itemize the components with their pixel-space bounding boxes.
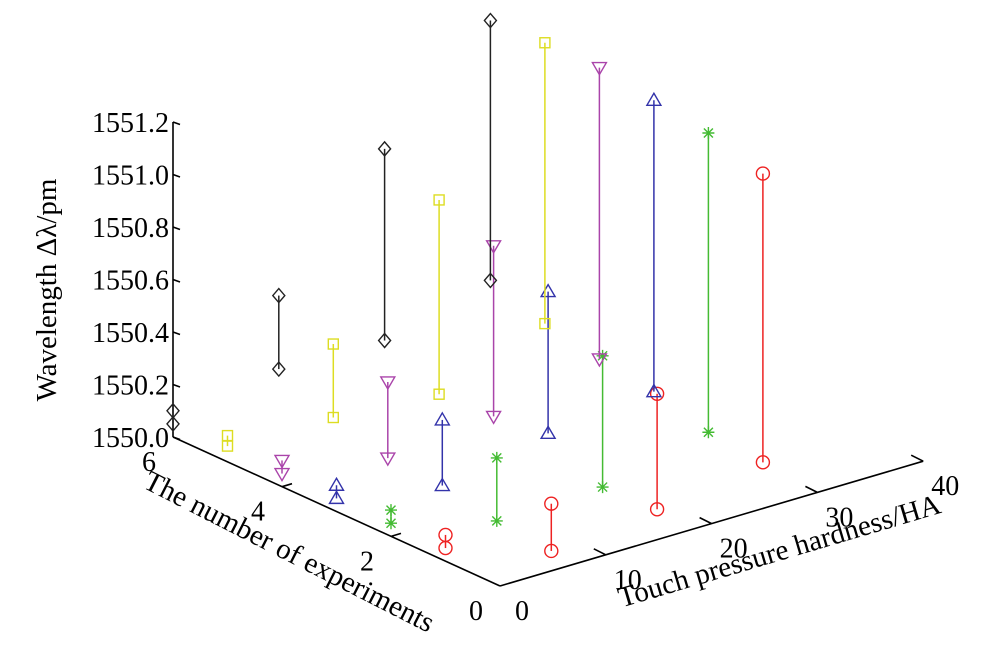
marker-square [221,440,234,452]
tick-labels: 1550.0 1550.2 1550.4 1550.6 1550.8 1551.0 1551… [92,108,959,627]
marker-triangle-down [273,454,291,469]
marker-square [327,411,339,424]
marker-circle [755,166,771,181]
marker-diamond [271,360,286,378]
z-tick-label: 1551.2 [92,108,169,139]
marker-circle [649,386,665,401]
axes [172,121,924,587]
marker-triangle-down [591,61,608,76]
z-tick-label: 1550.6 [92,266,169,297]
z-tick-mark [172,121,181,126]
marker-asterisk [596,349,609,362]
marker-triangle-down [379,376,397,391]
data-series [166,12,771,559]
marker-diamond [377,332,392,349]
marker-circle [544,543,559,559]
marker-asterisk [702,126,715,139]
marker-square [433,194,445,206]
marker-triangle-down [379,452,397,467]
y-axis-line [172,436,501,587]
z-tick-label: 1551.0 [92,161,169,192]
series-run-4 [273,61,608,482]
x-tick-mark [805,485,818,494]
z-tick-label: 1550.0 [92,423,169,454]
marker-triangle-up [539,424,557,440]
marker-asterisk [385,504,397,517]
x-tick-mark [910,454,924,462]
z-tick-mark [172,383,181,388]
series-run-5 [221,37,551,452]
x-tick-label: 20 [720,534,748,565]
marker-circle [649,502,665,517]
marker-square [327,338,339,350]
marker-triangle-down [485,410,502,425]
y-tick-label: 6 [142,447,156,478]
z-tick-mark [172,331,181,336]
z-tick-mark [172,278,181,283]
marker-square [539,317,551,330]
marker-square [433,388,445,400]
marker-asterisk [490,514,503,527]
series-run-1 [438,166,771,559]
marker-triangle-up [434,477,451,492]
series-run-3 [328,91,663,505]
marker-diamond [483,12,498,29]
marker-triangle-up [645,383,663,398]
x-tick-label: 10 [614,565,642,596]
marker-diamond [271,287,286,304]
z-tick-label: 1550.2 [92,371,169,402]
z-tick-mark [172,226,181,231]
marker-square [539,37,551,49]
y-tick-label: 2 [360,546,374,577]
series-run-2 [385,126,715,530]
y-tick-mark [281,482,293,488]
marker-circle [438,540,453,556]
marker-circle [544,496,559,511]
marker-triangle-down [591,353,608,368]
marker-asterisk [702,426,715,439]
marker-diamond [483,272,498,289]
marker-diamond [166,415,180,432]
y-axis-title: The number of experiments [139,465,440,639]
marker-triangle-up [645,91,663,106]
marker-triangle-up [434,411,451,426]
x-tick-label: 30 [825,502,853,533]
z-tick-label: 1550.8 [92,213,169,244]
series-run-6 [166,12,498,432]
x-tick-label: 0 [515,596,529,627]
x-tick-mark [593,548,607,556]
y-tick-mark [390,532,402,538]
marker-diamond [377,140,392,157]
marker-asterisk [490,451,503,464]
marker-asterisk [596,481,609,494]
z-tick-label: 1550.4 [92,318,169,349]
x-tick-mark [699,516,712,525]
marker-triangle-up [328,489,345,505]
marker-triangle-down [273,467,291,482]
y-tick-label: 0 [469,596,483,627]
z-axis-title: Wavelength Δλ/pm [31,178,63,401]
z-tick-mark [172,173,181,178]
x-tick-label: 40 [931,471,959,502]
z-tick-mark [172,436,181,441]
y-tick-label: 4 [251,497,265,528]
marker-asterisk [385,517,397,530]
marker-circle [755,455,771,470]
